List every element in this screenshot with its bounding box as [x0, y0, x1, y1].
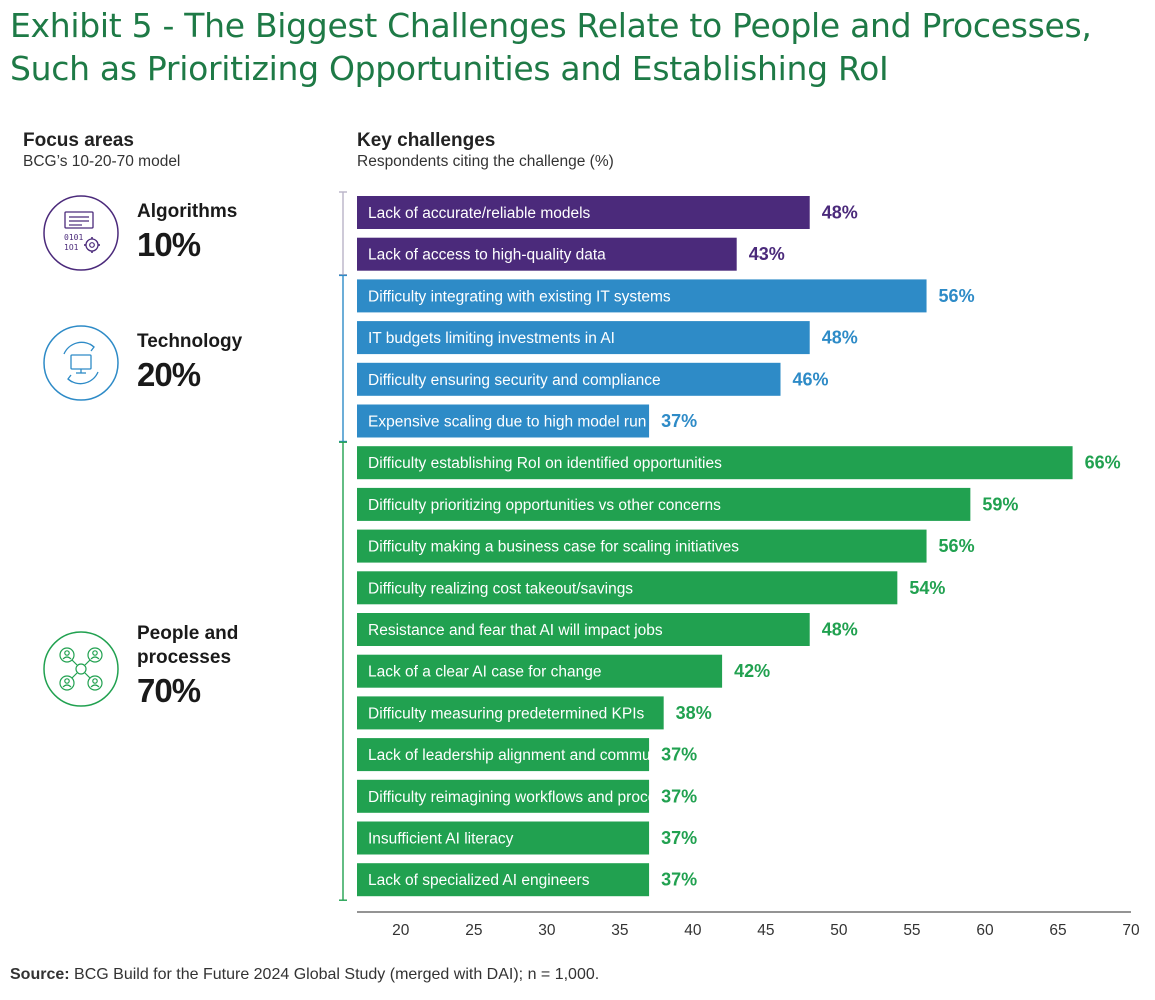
source-text: BCG Build for the Future 2024 Global Stu… — [69, 966, 600, 983]
bar — [357, 446, 1073, 480]
bar — [357, 571, 898, 605]
svg-text:1O1: 1O1 — [64, 243, 79, 252]
x-tick-label: 25 — [465, 922, 482, 939]
source-label: Source: — [10, 966, 70, 983]
value-label: 37% — [661, 870, 697, 890]
bar — [357, 404, 650, 438]
value-label: 56% — [939, 536, 975, 556]
value-label: 37% — [661, 411, 697, 431]
svg-text:0101: 0101 — [64, 233, 83, 242]
bar — [357, 738, 650, 772]
bar — [357, 279, 927, 313]
key-challenges-heading: Key challenges — [357, 130, 496, 151]
bar-label: Lack of a clear AI case for change — [368, 664, 602, 681]
focus-area-name: People and processes — [137, 623, 239, 668]
bar-label: Difficulty prioritizing opportunities vs… — [368, 497, 721, 514]
bar-label: Difficulty ensuring security and complia… — [368, 372, 661, 389]
bar — [357, 613, 810, 646]
people-network-icon — [43, 631, 119, 707]
value-label: 56% — [939, 286, 975, 306]
x-tick-label: 35 — [611, 922, 628, 939]
bar-label: IT budgets limiting investments in AI — [368, 330, 615, 347]
value-label: 48% — [822, 620, 858, 640]
focus-area-percent: 10% — [137, 226, 201, 263]
value-label: 59% — [982, 494, 1018, 514]
bar-label: Lack of leadership alignment and communi… — [368, 747, 712, 764]
binary-gear-icon: 0101 1O1 — [43, 195, 119, 271]
bar — [357, 529, 927, 563]
x-tick-label: 50 — [830, 922, 848, 939]
x-tick-label: 70 — [1122, 922, 1140, 939]
bar — [357, 362, 781, 396]
value-label: 37% — [661, 828, 697, 848]
bar-label: Difficulty measuring predetermined KPIs — [368, 705, 645, 722]
bar-label: Difficulty establishing RoI on identifie… — [368, 455, 722, 472]
focus-areas-heading: Focus areas — [23, 130, 134, 151]
value-label: 38% — [676, 703, 712, 723]
focus-area-algorithms: 0101 1O1 Algorithms 10% — [42, 194, 342, 304]
focus-area-people: People and processes 70% — [42, 623, 342, 740]
bar-label: Difficulty reimagining workflows and pro… — [368, 789, 688, 806]
x-tick-label: 60 — [976, 922, 994, 939]
value-label: 48% — [822, 328, 858, 348]
bar — [357, 196, 810, 229]
bar-label: Insufficient AI literacy — [368, 831, 514, 848]
bar — [357, 487, 971, 521]
focus-areas-subtitle: BCG’s 10-20-70 model — [23, 153, 181, 170]
bar — [357, 237, 737, 271]
bar-chart: Lack of accurate/reliable models 48% Lack … — [339, 191, 1140, 939]
value-label: 37% — [661, 786, 697, 806]
bar-label: Difficulty making a business case for sc… — [368, 539, 739, 556]
page-title: Exhibit 5 - The Biggest Challenges Relat… — [10, 6, 1092, 88]
bar-label: Difficulty integrating with existing IT … — [368, 288, 671, 305]
key-challenges-subtitle: Respondents citing the challenge (%) — [357, 153, 614, 170]
x-tick-label: 65 — [1049, 922, 1066, 939]
focus-area-percent: 20% — [137, 356, 201, 393]
x-tick-label: 20 — [392, 922, 410, 939]
value-label: 48% — [822, 203, 858, 223]
value-label: 54% — [909, 578, 945, 598]
bar — [357, 863, 650, 897]
bar-label: Lack of accurate/reliable models — [368, 205, 591, 222]
bar — [357, 321, 810, 355]
focus-area-name: Technology — [137, 331, 243, 352]
x-tick-label: 30 — [538, 922, 556, 939]
value-label: 46% — [793, 369, 829, 389]
x-tick-label: 45 — [757, 922, 774, 939]
x-tick-label: 40 — [684, 922, 702, 939]
bar-label: Resistance and fear that AI will impact … — [368, 622, 663, 639]
bar-label: Lack of access to high-quality data — [368, 247, 606, 264]
monitor-cycle-icon — [43, 325, 119, 401]
value-label: 42% — [734, 661, 770, 681]
focus-area-technology: Technology 20% — [42, 324, 342, 434]
bar-label: Difficulty realizing cost takeout/saving… — [368, 580, 633, 597]
bar — [357, 779, 650, 813]
bar — [357, 821, 650, 855]
value-label: 37% — [661, 745, 697, 765]
x-tick-label: 55 — [903, 922, 920, 939]
source-note: Source: BCG Build for the Future 2024 Gl… — [10, 966, 599, 984]
bar — [357, 696, 664, 730]
focus-area-name: Algorithms — [137, 201, 238, 222]
bar-label: Expensive scaling due to high model run … — [368, 414, 687, 431]
bar — [357, 654, 723, 688]
focus-area-percent: 70% — [137, 672, 201, 709]
bar-label: Lack of specialized AI engineers — [368, 872, 590, 889]
value-label: 66% — [1085, 453, 1121, 473]
value-label: 43% — [749, 244, 785, 264]
